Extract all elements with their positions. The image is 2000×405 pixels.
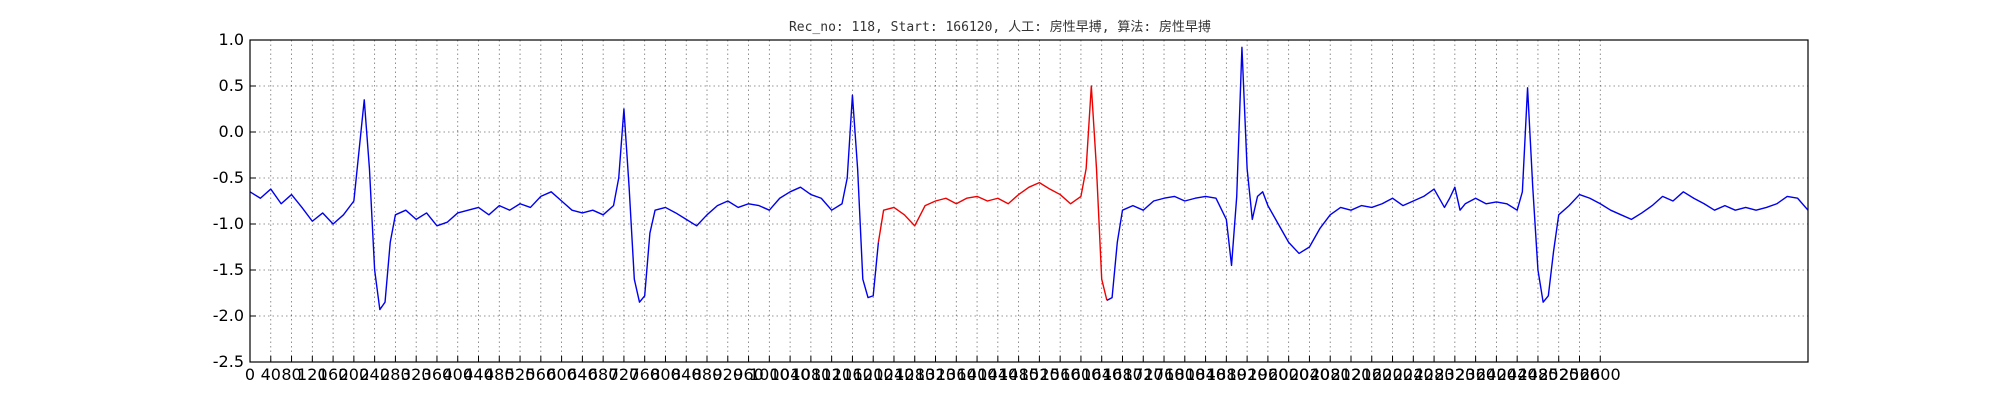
x-tick-label: 720 — [609, 365, 640, 384]
x-tick-label: 1040 — [770, 365, 811, 384]
y-tick-label: 0.0 — [219, 122, 244, 141]
x-tick-label: 240 — [359, 365, 390, 384]
x-tick-label: 2080 — [1310, 365, 1351, 384]
y-tick-label: -2.5 — [213, 352, 244, 371]
x-tick-label: 1200 — [853, 365, 894, 384]
x-tick-label: 1920 — [1227, 365, 1268, 384]
x-tick-label: 2480 — [1518, 365, 1559, 384]
x-tick-label: 1320 — [915, 365, 956, 384]
x-tick-label: 200 — [339, 365, 370, 384]
x-tick-label: 2160 — [1351, 365, 1392, 384]
x-tick-label: 2320 — [1434, 365, 1475, 384]
x-tick-label: 1240 — [874, 365, 915, 384]
x-tick-label: 600 — [546, 365, 577, 384]
x-tick-label: 1400 — [957, 365, 998, 384]
plot-frame — [249, 39, 1809, 363]
x-tick-label: 1560 — [1040, 365, 1081, 384]
y-tick-label: -1.0 — [213, 214, 244, 233]
x-tick-label: 2280 — [1414, 365, 1455, 384]
x-tick-label: 2000 — [1268, 365, 1309, 384]
x-tick-label: 1440 — [977, 365, 1018, 384]
chart-title: Rec_no: 118, Start: 166120, 人工: 房性早搏, 算法… — [789, 19, 1211, 35]
x-tick-label: 1800 — [1164, 365, 1205, 384]
x-tick-label: 2600 — [1580, 365, 1621, 384]
x-tick-label: 2240 — [1393, 365, 1434, 384]
x-tick-label: 1160 — [832, 365, 873, 384]
x-tick-label: 2200 — [1372, 365, 1413, 384]
x-tick-label: 120 — [297, 365, 328, 384]
x-tick-label: 1000 — [749, 365, 790, 384]
x-tick-label: 1360 — [936, 365, 977, 384]
x-tick-label: 800 — [650, 365, 681, 384]
x-tick-label: 40 — [261, 365, 281, 384]
x-tick-label: 840 — [671, 365, 702, 384]
x-tick-label: 1120 — [811, 365, 852, 384]
x-tick-label: 1880 — [1206, 365, 1247, 384]
ecg-trace-highlighted — [877, 85, 1108, 301]
x-tick-label: 2520 — [1538, 365, 1579, 384]
y-axis: 1.0 0.5 0.0 -0.5 -1.0 -1.5 -2.0 -2.5 — [213, 30, 256, 371]
x-tick-label: 560 — [526, 365, 557, 384]
series-layer — [249, 46, 1809, 311]
ecg-trace — [1106, 46, 1809, 303]
x-tick-label: 1080 — [791, 365, 832, 384]
x-tick-label: 2400 — [1476, 365, 1517, 384]
x-tick-label: 440 — [463, 365, 494, 384]
x-tick-label: 160 — [318, 365, 349, 384]
grid-layer — [250, 40, 1808, 362]
x-tick-label: 1960 — [1248, 365, 1289, 384]
x-tick-label: 880 — [692, 365, 723, 384]
x-tick-label: 2560 — [1559, 365, 1600, 384]
x-tick-label: 1720 — [1123, 365, 1164, 384]
x-tick-label: 80 — [281, 365, 301, 384]
x-axis: 0 40 8012016020024028032036040044048052056… — [245, 356, 1621, 384]
y-tick-label: -0.5 — [213, 168, 244, 187]
x-tick-label: 760 — [629, 365, 660, 384]
x-tick-label: 2360 — [1455, 365, 1496, 384]
x-tick-label: 1760 — [1144, 365, 1185, 384]
x-tick-label: 920 — [713, 365, 744, 384]
y-tick-label: -2.0 — [213, 306, 244, 325]
y-tick-label: 1.0 — [219, 30, 244, 49]
x-tick-label: 1640 — [1081, 365, 1122, 384]
x-tick-label: 2440 — [1497, 365, 1538, 384]
x-tick-label: 360 — [422, 365, 453, 384]
x-tick-label: 1480 — [998, 365, 1039, 384]
x-tick-label: 1520 — [1019, 365, 1060, 384]
x-tick-label: 680 — [588, 365, 619, 384]
x-tick-label: 2120 — [1331, 365, 1372, 384]
x-tick-label: 1680 — [1102, 365, 1143, 384]
x-tick-label: 320 — [401, 365, 432, 384]
x-tick-label: 520 — [505, 365, 536, 384]
y-tick-label: 0.5 — [219, 76, 244, 95]
x-tick-label: 280 — [380, 365, 411, 384]
x-tick-label: 1840 — [1185, 365, 1226, 384]
x-tick-label: 0 — [245, 365, 255, 384]
x-tick-label: 400 — [442, 365, 473, 384]
x-tick-label: 2040 — [1289, 365, 1330, 384]
x-tick-label: 1600 — [1061, 365, 1102, 384]
x-tick-label: 640 — [567, 365, 598, 384]
x-tick-label: 480 — [484, 365, 515, 384]
ecg-trace — [249, 94, 880, 311]
x-tick-label: 1280 — [894, 365, 935, 384]
x-tick-label: 960 — [733, 365, 764, 384]
y-tick-label: -1.5 — [213, 260, 244, 279]
